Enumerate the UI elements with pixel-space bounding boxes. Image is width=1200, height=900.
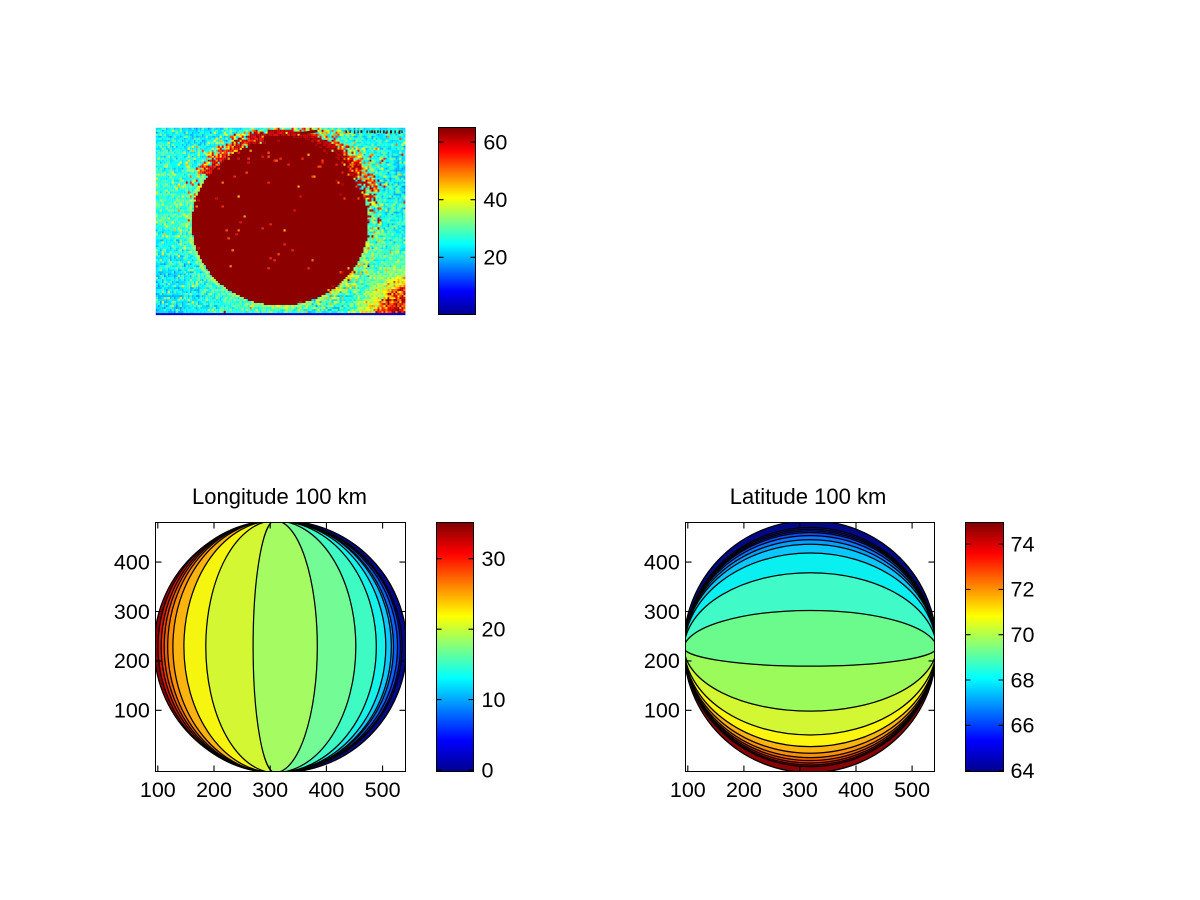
svg-text:100: 100 — [670, 778, 706, 802]
svg-text:200: 200 — [644, 649, 680, 673]
svg-text:400: 400 — [308, 778, 344, 802]
svg-text:20: 20 — [483, 246, 507, 270]
svg-text:200: 200 — [196, 778, 232, 802]
svg-text:72: 72 — [1011, 578, 1035, 602]
svg-text:400: 400 — [114, 550, 150, 574]
svg-text:64: 64 — [1011, 759, 1035, 783]
svg-text:300: 300 — [782, 778, 818, 802]
svg-text:66: 66 — [1011, 714, 1035, 738]
svg-text:400: 400 — [644, 550, 680, 574]
svg-text:10: 10 — [482, 688, 506, 712]
svg-text:40: 40 — [483, 188, 507, 212]
svg-text:300: 300 — [252, 778, 288, 802]
svg-text:0: 0 — [482, 758, 494, 782]
svg-text:300: 300 — [644, 600, 680, 624]
svg-text:500: 500 — [365, 778, 401, 802]
svg-text:100: 100 — [114, 699, 150, 723]
svg-text:Longitude 100 km: Longitude 100 km — [192, 484, 367, 509]
svg-text:70: 70 — [1011, 623, 1035, 647]
svg-text:500: 500 — [894, 778, 930, 802]
svg-text:200: 200 — [726, 778, 762, 802]
svg-text:100: 100 — [644, 699, 680, 723]
svg-text:Latitude 100 km: Latitude 100 km — [730, 484, 887, 509]
svg-text:20: 20 — [482, 618, 506, 642]
svg-text:400: 400 — [838, 778, 874, 802]
svg-text:300: 300 — [114, 600, 150, 624]
svg-text:200: 200 — [114, 649, 150, 673]
svg-text:100: 100 — [140, 778, 176, 802]
svg-text:74: 74 — [1011, 532, 1035, 556]
svg-text:68: 68 — [1011, 668, 1035, 692]
svg-text:30: 30 — [482, 547, 506, 571]
svg-text:60: 60 — [483, 130, 507, 154]
